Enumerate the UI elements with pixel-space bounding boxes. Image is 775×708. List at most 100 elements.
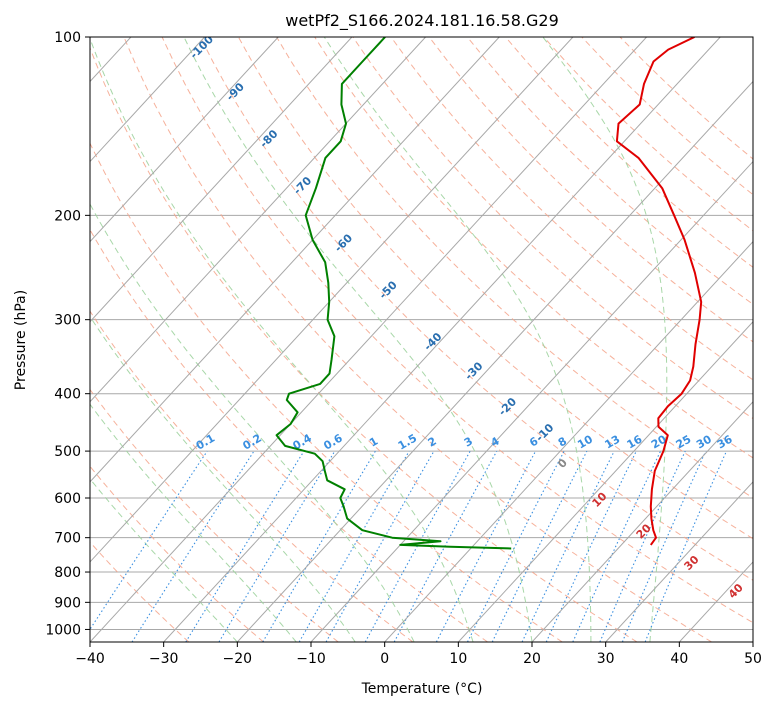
dry-adiabat-label: 0 xyxy=(555,456,570,471)
dry-adiabat xyxy=(352,37,753,420)
mixing-ratio-label: 1 xyxy=(367,435,380,450)
mixing-ratio-label: 13 xyxy=(603,433,623,452)
x-axis-label: Temperature (°C) xyxy=(361,681,483,697)
x-tick-label: 0 xyxy=(380,651,389,667)
mixing-ratio-label: 1.5 xyxy=(396,432,419,453)
temperature-profile xyxy=(615,37,703,546)
isotherm-label: -60 xyxy=(332,231,355,254)
moist-adiabat xyxy=(542,37,668,642)
y-tick-label: 900 xyxy=(54,595,81,611)
isotherm-line xyxy=(90,37,279,243)
isotherm-line xyxy=(384,240,753,642)
isotherm-line xyxy=(90,37,205,163)
isotherm-line xyxy=(90,37,426,403)
mixing-ratio-line xyxy=(621,450,707,642)
moist-adiabat xyxy=(183,37,533,642)
isotherm-line xyxy=(236,80,753,642)
profiles xyxy=(275,37,703,550)
moist-adiabat xyxy=(90,315,356,642)
mixing-ratio-line xyxy=(131,450,255,642)
mixing-ratio-line xyxy=(491,450,588,642)
mixing-ratio-line xyxy=(218,450,336,642)
isotherm-line xyxy=(163,37,721,642)
x-tick-label: −30 xyxy=(149,651,179,667)
mixing-ratio-line xyxy=(364,450,471,642)
mixing-ratio-label: 16 xyxy=(625,432,645,451)
mixing-ratio-line xyxy=(185,450,305,642)
mixing-ratio-label: 10 xyxy=(575,432,595,451)
dry-adiabat-label: 40 xyxy=(726,581,746,601)
mixing-ratio-label: 30 xyxy=(694,432,714,451)
dry-adiabat xyxy=(90,46,638,642)
isotherm-line xyxy=(90,37,353,323)
isotherm-label: -70 xyxy=(291,174,314,197)
dry-adiabat xyxy=(428,37,753,343)
y-tick-label: 200 xyxy=(54,208,81,224)
isotherm-line xyxy=(605,481,753,642)
x-tick-label: 20 xyxy=(523,651,541,667)
mixing-ratio-line xyxy=(521,450,615,642)
dry-adiabat xyxy=(90,465,264,642)
mixing-ratio-label: 36 xyxy=(715,432,735,451)
mixing-ratio-line xyxy=(644,450,728,642)
mixing-ratio-line xyxy=(599,450,686,642)
moist-adiabat xyxy=(90,37,474,642)
isotherm-line xyxy=(310,160,753,642)
x-tick-label: −40 xyxy=(75,651,105,667)
dry-adiabat xyxy=(314,37,753,459)
mixing-ratio-line xyxy=(545,450,637,642)
y-tick-label: 600 xyxy=(54,491,81,507)
dry-adiabat xyxy=(161,37,753,624)
isotherm-line xyxy=(678,561,753,642)
x-tick-label: −20 xyxy=(223,651,253,667)
chart-title: wetPf2_S166.2024.181.16.58.G29 xyxy=(285,11,559,31)
mixing-ratio-label: 8 xyxy=(556,435,569,450)
isotherm-label: -50 xyxy=(377,278,400,301)
isotherm-line xyxy=(90,37,574,563)
dry-adiabat-label: 10 xyxy=(590,490,610,510)
plot-frame xyxy=(89,36,754,643)
mixing-ratio-line xyxy=(393,450,498,642)
isotherm-line xyxy=(457,320,753,642)
dry-adiabat xyxy=(90,142,563,642)
dry-adiabat xyxy=(276,37,753,499)
y-tick-label: 100 xyxy=(54,30,81,46)
y-tick-label: 700 xyxy=(54,531,81,547)
axes: −40 −30 −20 −10 0 10 20 30 40 5010020030040050060… xyxy=(45,30,762,667)
dry-adiabat xyxy=(543,37,753,232)
x-tick-label: −10 xyxy=(296,651,326,667)
dry-adiabat xyxy=(199,37,753,581)
x-tick-label: 10 xyxy=(449,651,467,667)
mixing-ratio-line xyxy=(467,450,565,642)
y-tick-label: 300 xyxy=(54,313,81,329)
isotherm-label: -30 xyxy=(462,359,485,382)
moist-adiabat xyxy=(323,37,592,642)
x-tick-label: 40 xyxy=(670,651,688,667)
dry-adiabat xyxy=(90,541,190,642)
moist-adiabat xyxy=(90,203,415,642)
dry-adiabat xyxy=(390,37,753,381)
mixing-ratio-line xyxy=(325,450,435,642)
y-axis-label: Pressure (hPa) xyxy=(13,290,29,390)
dry-adiabat xyxy=(619,37,753,160)
mixing-ratio-label: 25 xyxy=(674,433,694,452)
mixing-ratio-label: 0.1 xyxy=(194,432,217,453)
isotherm-line xyxy=(752,641,753,642)
mixing-ratio-line xyxy=(90,450,208,631)
isotherm-line xyxy=(531,401,753,642)
isotherm-line xyxy=(90,37,500,483)
dry-adiabat xyxy=(90,388,339,642)
moist-adiabat xyxy=(90,478,238,642)
y-tick-label: 500 xyxy=(54,444,81,460)
isotherm-label: -90 xyxy=(224,80,247,103)
y-tick-label: 1000 xyxy=(45,622,81,638)
x-tick-label: 50 xyxy=(744,651,762,667)
y-tick-label: 800 xyxy=(54,565,81,581)
isotherm-label: -40 xyxy=(421,330,444,353)
x-tick-label: 30 xyxy=(597,651,615,667)
mixing-ratio-line xyxy=(572,450,662,642)
dry-adiabat xyxy=(237,37,753,540)
dry-adiabat xyxy=(90,228,488,642)
mixing-ratio-label: 2 xyxy=(426,435,439,450)
